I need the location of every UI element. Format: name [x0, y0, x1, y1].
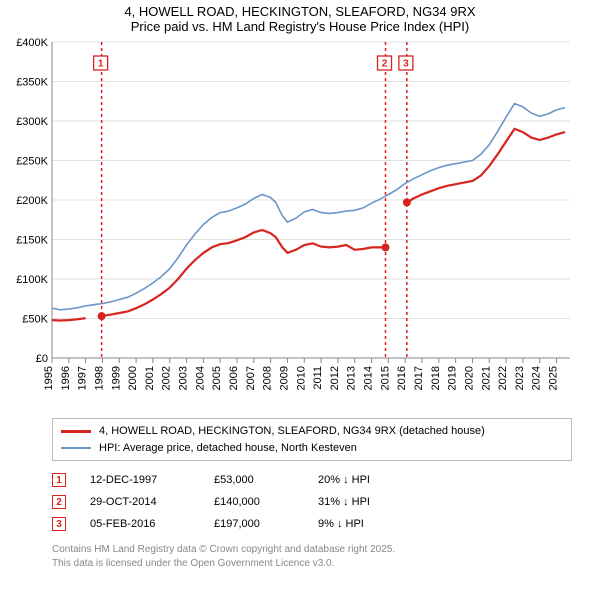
y-tick-label: £50K [22, 314, 48, 326]
x-tick-label: 2024 [531, 366, 543, 390]
legend-swatch [61, 447, 91, 449]
x-tick-label: 2022 [497, 366, 509, 390]
legend-item: 4, HOWELL ROAD, HECKINGTON, SLEAFORD, NG… [61, 423, 563, 440]
x-tick-label: 2004 [194, 366, 206, 390]
footer-line-2: This data is licensed under the Open Gov… [52, 557, 600, 571]
legend-item: HPI: Average price, detached house, Nort… [61, 440, 563, 457]
x-tick-label: 2006 [228, 366, 240, 390]
x-tick-label: 2014 [363, 366, 375, 390]
y-tick-label: £300K [16, 116, 48, 128]
event-pct-vs-hpi: 9% ↓ HPI [318, 518, 418, 530]
x-tick-label: 2009 [278, 366, 290, 390]
x-tick-label: 2003 [178, 366, 190, 390]
x-tick-label: 2000 [127, 366, 139, 390]
x-tick-label: 2001 [144, 366, 156, 390]
sale-point-marker [98, 312, 106, 320]
x-tick-label: 2018 [430, 366, 442, 390]
event-row: 2 29-OCT-2014 £140,000 31% ↓ HPI [52, 491, 600, 513]
event-number-marker: 1 [52, 473, 66, 487]
event-row: 1 12-DEC-1997 £53,000 20% ↓ HPI [52, 469, 600, 491]
x-tick-label: 2021 [480, 366, 492, 390]
x-tick-label: 2002 [161, 366, 173, 390]
event-price: £53,000 [214, 474, 294, 486]
event-marker-label: 1 [98, 59, 104, 70]
x-tick-label: 1997 [77, 366, 89, 390]
title-line-2: Price paid vs. HM Land Registry's House … [10, 19, 590, 34]
y-tick-label: £0 [36, 353, 48, 365]
x-tick-label: 1999 [110, 366, 122, 390]
title-line-1: 4, HOWELL ROAD, HECKINGTON, SLEAFORD, NG… [10, 4, 590, 19]
event-date: 29-OCT-2014 [90, 496, 190, 508]
event-number-marker: 2 [52, 495, 66, 509]
x-tick-label: 2011 [312, 366, 324, 390]
series-price_paid [52, 129, 565, 321]
x-tick-label: 2005 [211, 366, 223, 390]
legend-label: 4, HOWELL ROAD, HECKINGTON, SLEAFORD, NG… [99, 423, 485, 440]
legend-swatch [61, 430, 91, 433]
y-tick-label: £350K [16, 77, 48, 89]
x-tick-label: 2013 [346, 366, 358, 390]
x-tick-label: 2007 [245, 366, 257, 390]
y-tick-label: £400K [16, 37, 48, 49]
chart-area: £0 £50K £100K £150K £200K £250K £300K £350K £400… [10, 36, 590, 416]
event-pct-vs-hpi: 20% ↓ HPI [318, 474, 418, 486]
legend: 4, HOWELL ROAD, HECKINGTON, SLEAFORD, NG… [52, 418, 572, 461]
x-tick-label: 2008 [262, 366, 274, 390]
x-tick-label: 1996 [60, 366, 72, 390]
x-tick-label: 2023 [514, 366, 526, 390]
x-tick-label: 2020 [463, 366, 475, 390]
event-price: £197,000 [214, 518, 294, 530]
event-row: 3 05-FEB-2016 £197,000 9% ↓ HPI [52, 513, 600, 535]
x-tick-label: 1995 [43, 366, 55, 390]
x-tick-label: 2012 [329, 366, 341, 390]
sale-point-marker [382, 243, 390, 251]
event-number-marker: 3 [52, 517, 66, 531]
container: 4, HOWELL ROAD, HECKINGTON, SLEAFORD, NG… [0, 0, 600, 590]
chart-title: 4, HOWELL ROAD, HECKINGTON, SLEAFORD, NG… [0, 0, 600, 36]
x-tick-label: 2019 [447, 366, 459, 390]
x-tick-label: 2017 [413, 366, 425, 390]
event-marker-label: 3 [403, 59, 409, 70]
x-tick-label: 1998 [93, 366, 105, 390]
y-tick-label: £250K [16, 156, 48, 168]
y-tick-label: £200K [16, 195, 48, 207]
footer-attribution: Contains HM Land Registry data © Crown c… [52, 543, 600, 570]
y-tick-label: £150K [16, 235, 48, 247]
event-marker-label: 2 [382, 59, 388, 70]
x-tick-label: 2025 [548, 366, 560, 390]
events-table: 1 12-DEC-1997 £53,000 20% ↓ HPI 2 29-OCT-2014… [52, 469, 600, 535]
event-date: 12-DEC-1997 [90, 474, 190, 486]
footer-line-1: Contains HM Land Registry data © Crown c… [52, 543, 600, 557]
x-tick-label: 2015 [379, 366, 391, 390]
event-price: £140,000 [214, 496, 294, 508]
y-tick-label: £100K [16, 274, 48, 286]
line-chart-svg: £0 £50K £100K £150K £200K £250K £300K £350K £400… [10, 36, 590, 416]
x-tick-label: 2010 [295, 366, 307, 390]
event-pct-vs-hpi: 31% ↓ HPI [318, 496, 418, 508]
sale-point-marker [403, 198, 411, 206]
legend-label: HPI: Average price, detached house, Nort… [99, 440, 357, 457]
x-tick-label: 2016 [396, 366, 408, 390]
event-date: 05-FEB-2016 [90, 518, 190, 530]
